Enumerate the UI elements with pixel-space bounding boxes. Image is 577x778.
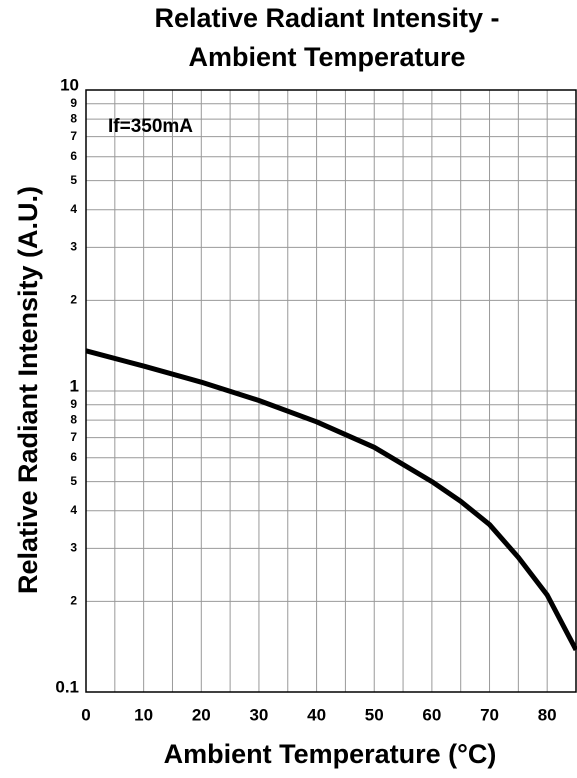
y-tick-label: 9 bbox=[70, 96, 77, 110]
y-tick-label: 3 bbox=[70, 240, 77, 254]
chart-title: Relative Radiant Intensity - bbox=[154, 3, 499, 33]
y-tick-label: 6 bbox=[70, 450, 77, 464]
y-tick-label: 9 bbox=[70, 397, 77, 411]
y-tick-label: 8 bbox=[70, 412, 77, 426]
y-tick-label: 10 bbox=[60, 75, 79, 94]
y-tick-label: 5 bbox=[70, 474, 77, 488]
y-tick-label: 6 bbox=[70, 149, 77, 163]
y-tick-label: 4 bbox=[70, 202, 77, 216]
y-tick-label: 7 bbox=[70, 129, 77, 143]
x-tick-label: 30 bbox=[249, 705, 268, 724]
y-tick-label: 4 bbox=[70, 503, 77, 517]
y-tick-label: 7 bbox=[70, 430, 77, 444]
x-axis-label: Ambient Temperature (°C) bbox=[164, 739, 497, 769]
y-tick-label: 2 bbox=[70, 594, 77, 608]
x-tick-label: 10 bbox=[134, 705, 153, 724]
plot-frame bbox=[85, 89, 577, 693]
y-tick-label: 3 bbox=[70, 541, 77, 555]
x-tick-label: 60 bbox=[422, 705, 441, 724]
x-tick-label: 40 bbox=[307, 705, 326, 724]
y-axis-label: Relative Radiant Intensity (A.U.) bbox=[13, 186, 43, 594]
annotation: If=350mA bbox=[108, 116, 193, 137]
y-tick-label: 2 bbox=[70, 293, 77, 307]
x-tick-label: 20 bbox=[192, 705, 211, 724]
x-tick-label: 80 bbox=[538, 705, 557, 724]
line-series bbox=[85, 348, 577, 652]
x-tick-label: 50 bbox=[365, 705, 384, 724]
x-tick-label: 0 bbox=[81, 705, 90, 724]
chart-title: Ambient Temperature bbox=[188, 42, 465, 72]
y-tick-label: 1 bbox=[70, 376, 79, 395]
y-tick-label: 5 bbox=[70, 173, 77, 187]
x-tick-label: 70 bbox=[480, 705, 499, 724]
y-tick-label: 8 bbox=[70, 111, 77, 125]
y-tick-label: 0.1 bbox=[55, 677, 79, 696]
